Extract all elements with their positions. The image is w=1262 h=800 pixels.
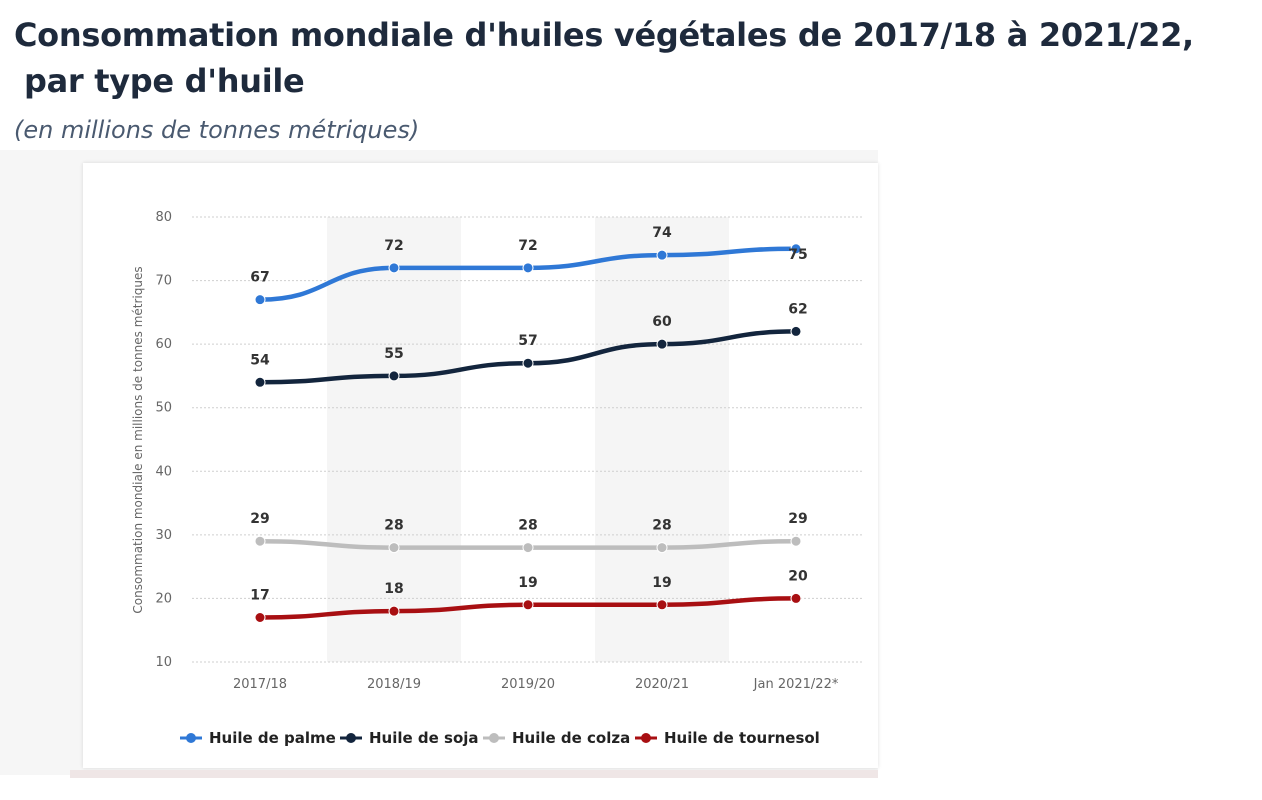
data-point [254,376,266,388]
data-point [656,542,668,554]
y-tick-label: 10 [155,655,172,670]
data-label: 29 [250,511,269,527]
y-tick-label: 50 [155,401,172,416]
x-tick-label: 2018/19 [367,677,421,692]
x-tick-label: 2017/18 [233,677,287,692]
data-label: 72 [518,238,537,254]
data-label: 67 [250,270,269,286]
data-point [388,605,400,617]
data-label: 60 [652,314,672,330]
data-label: 54 [250,352,270,368]
legend-marker [489,733,499,743]
data-label: 19 [518,575,537,591]
y-tick-label: 20 [155,591,172,606]
data-label: 57 [518,333,537,349]
y-tick-label: 40 [155,464,172,479]
data-point [790,243,802,255]
data-label: 74 [652,225,672,241]
chart-card [83,163,878,768]
data-label: 29 [788,511,807,527]
y-tick-label: 30 [155,528,172,543]
data-label: 28 [384,518,403,534]
data-point [522,599,534,611]
data-point [522,262,534,274]
data-point [656,338,668,350]
data-point [522,542,534,554]
data-point [790,325,802,337]
data-point [656,249,668,261]
title-line-2: par type d'huile [24,62,305,100]
title-line-1: Consommation mondiale d'huiles végétales… [14,16,1194,54]
legend-marker [186,733,196,743]
data-point [522,357,534,369]
data-point [388,262,400,274]
data-point [254,535,266,547]
data-label: 20 [788,568,808,584]
x-tick-label: Jan 2021/22* [753,677,839,692]
legend-label: Huile de tournesol [664,729,820,747]
x-tick-label: 2020/21 [635,677,689,692]
column-band [595,217,729,662]
data-point [656,599,668,611]
legend-marker [346,733,356,743]
y-tick-label: 60 [155,337,172,352]
data-label: 62 [788,301,807,317]
legend-label: Huile de palme [209,729,336,747]
y-axis-label: Consommation mondiale en millions de ton… [131,266,145,613]
data-label: 19 [652,575,671,591]
data-label: 72 [384,238,403,254]
data-label: 55 [384,346,403,362]
y-tick-label: 80 [155,210,172,225]
bottom-strip [70,770,878,778]
data-point [790,535,802,547]
data-label: 28 [652,518,671,534]
data-point [388,370,400,382]
data-label: 17 [250,588,269,604]
data-point [790,592,802,604]
data-label: 18 [384,581,403,597]
data-point [388,542,400,554]
legend-marker [641,733,651,743]
chart-subtitle: (en millions de tonnes métriques) [14,116,420,144]
y-tick-label: 70 [155,274,172,289]
data-label: 28 [518,518,537,534]
legend-label: Huile de soja [369,729,479,747]
chart-title: Consommation mondiale d'huiles végétales… [14,12,1194,104]
x-tick-label: 2019/20 [501,677,555,692]
data-point [254,612,266,623]
legend-label: Huile de colza [512,729,630,747]
column-band [327,217,461,662]
data-label: 75 [788,247,807,263]
data-point [254,294,266,306]
